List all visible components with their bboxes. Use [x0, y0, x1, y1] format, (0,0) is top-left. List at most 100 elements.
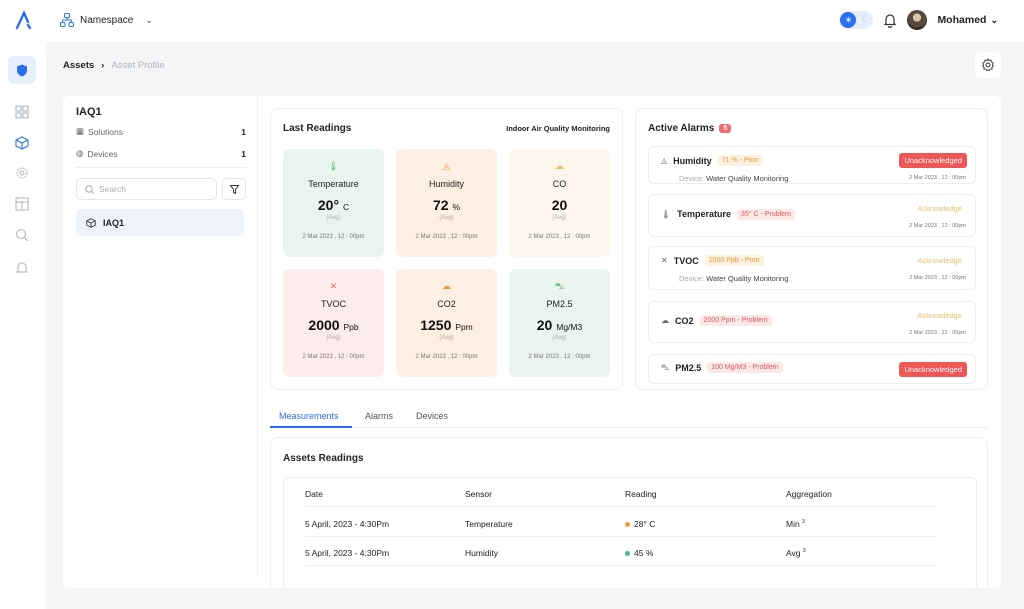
reading-name: CO2	[437, 299, 456, 309]
acknowledge-button[interactable]: Acknowledge	[912, 201, 967, 216]
alarm-sensor-name: TVOC	[673, 255, 699, 266]
cell-aggregation-value: Avg	[786, 548, 801, 558]
unacknowledged-badge[interactable]: Unacknowledged	[899, 153, 967, 168]
gear-icon	[981, 58, 995, 72]
devices-icon: ◍	[76, 148, 84, 158]
reading-aggregation: (Avg)	[552, 335, 567, 341]
solutions-count: 1	[241, 126, 246, 137]
namespace-selector[interactable]: Namespace ⌄	[60, 13, 153, 27]
cell-aggregation-value: Min	[786, 519, 800, 529]
settings-button[interactable]	[975, 52, 1001, 78]
alarm-timestamp: 2 Mar 2023 , 12 : 00pm	[909, 330, 966, 336]
alarm-item[interactable]: ✕ TVOC 1000 Ppb - Poor Device: Water Qualit…	[648, 246, 976, 290]
reading-name: CO	[552, 179, 567, 189]
reading-timestamp: 2 Mar 2023 , 12 : 00pm	[415, 234, 478, 240]
sidebar-item-assets[interactable]	[8, 56, 36, 84]
alarm-item[interactable]: ☁ CO2 2000 Ppm - Problem Acknowledge 2 Mar 2…	[648, 301, 976, 343]
table-header-row: Date Sensor Reading Aggregation	[305, 478, 937, 507]
reading-value: 20	[536, 317, 553, 333]
search-input[interactable]: Search	[76, 178, 217, 200]
chevron-down-icon: ⌄	[990, 14, 998, 25]
bell-icon[interactable]	[883, 12, 897, 28]
theme-toggle[interactable]: ☀ ☾	[839, 11, 874, 29]
solutions-label: Solutions	[88, 126, 123, 137]
table-row[interactable]: 5 April, 2023 - 4:30Pm Humidity 45 % Avg 3	[305, 537, 937, 566]
tree-item-label: IAQ1	[103, 217, 125, 228]
alarm-device-prefix: Device:	[679, 274, 705, 283]
column-header-date: Date	[305, 489, 323, 499]
unacknowledged-badge[interactable]: Unacknowledged	[899, 362, 967, 377]
devices-label: Devices	[87, 148, 118, 159]
reading-aggregation: (Avg)	[552, 215, 567, 221]
user-menu[interactable]: Mohamed ⌄	[937, 14, 998, 26]
cloud-icon: ☁	[555, 161, 564, 171]
alarm-severity-tag: 1000 Ppb - Poor	[704, 255, 764, 266]
chevron-down-icon: ⌄	[145, 14, 153, 25]
settings-cog-icon[interactable]	[15, 166, 29, 180]
devices-count: 1	[241, 148, 246, 159]
cell-sensor: Temperature	[465, 519, 513, 529]
reading-value-group: 20° C	[283, 197, 384, 213]
dashboard-icon[interactable]	[15, 105, 29, 119]
tab-devices[interactable]: Devices	[416, 411, 449, 421]
alarm-timestamp: 2 Mar 2023 , 12 : 00pm	[909, 175, 966, 181]
top-bar: Namespace ⌄ ☀ ☾ Mohamed ⌄	[0, 0, 1024, 42]
reading-timestamp: 2 Mar 2023 , 12 : 00pm	[302, 234, 365, 240]
reading-aggregation: (Avg)	[439, 335, 454, 341]
car-icon: ⛍	[554, 281, 565, 291]
chevron-right-icon: ›	[101, 60, 105, 71]
tree-item-iaq1[interactable]: IAQ1	[76, 209, 244, 236]
search-analytics-icon[interactable]	[15, 228, 29, 242]
acknowledge-button[interactable]: Acknowledge	[912, 308, 967, 323]
filter-button[interactable]	[222, 178, 246, 200]
reading-value: 20	[551, 197, 568, 213]
breadcrumb: Assets › Asset Profile	[63, 60, 165, 71]
status-dot	[625, 522, 630, 528]
tab-bar: Measurements Alarms Devices	[270, 406, 988, 428]
tab-alarms[interactable]: Alarms	[365, 411, 394, 421]
reading-value: 1250	[420, 317, 452, 333]
layout-icon[interactable]	[15, 197, 29, 211]
thermometer-icon: 🌡	[327, 161, 340, 171]
tab-measurements[interactable]: Measurements	[279, 411, 339, 421]
user-name: Mohamed	[937, 14, 987, 26]
active-alarms-card: Active Alarms 5 ◬ Humidity 71 % - Poor Devic…	[635, 108, 988, 390]
alarm-severity-tag: 35° C - Problem	[737, 208, 795, 220]
reading-tile-co: ☁ CO 20 (Avg) 2 Mar 2023 , 12 : 00pm	[509, 149, 610, 257]
cell-date: 5 April, 2023 - 4:30Pm	[305, 548, 390, 558]
moon-icon: ☾	[861, 14, 870, 24]
table-row[interactable]: 5 April, 2023 - 4:30Pm Temperature 28° C Mi…	[305, 508, 937, 537]
reading-timestamp: 2 Mar 2023 , 12 : 00pm	[302, 354, 365, 360]
reading-tile-humidity: ◬ Humidity 72 % (Avg) 2 Mar 2023 , 12 : 00pm	[396, 149, 497, 257]
active-alarms-title: Active Alarms 5	[648, 123, 732, 134]
alarm-info: ☁ CO2 2000 Ppm - Problem	[661, 315, 772, 326]
alarm-bell-icon[interactable]	[15, 260, 29, 274]
avatar[interactable]	[907, 10, 928, 30]
breadcrumb-assets-link[interactable]: Assets	[63, 60, 95, 71]
alarm-item[interactable]: ◬ Humidity 71 % - Poor Device: Water Qualit…	[648, 146, 976, 184]
cloud-icon: ☁	[442, 281, 451, 291]
reading-value: 2000	[308, 317, 340, 333]
alarm-severity-tag: 71 % - Poor	[717, 155, 763, 166]
cloud-icon: ☁	[661, 316, 669, 325]
cube-icon[interactable]	[15, 136, 29, 150]
acknowledge-button[interactable]: Acknowledge	[912, 253, 967, 268]
car-icon: ⛍	[661, 362, 670, 372]
reading-timestamp: 2 Mar 2023 , 12 : 00pm	[528, 354, 591, 360]
last-readings-card: Last Readings Indoor Air Quality Monitor…	[270, 108, 623, 390]
alarm-info: ⛍ PM2.5 100 Mg/M3 - Problem	[661, 362, 783, 373]
assets-readings-title: Assets Readings	[283, 453, 364, 464]
reading-name: Humidity	[428, 179, 464, 189]
alarm-info: 🌡 Temperature 35° C - Problem	[661, 208, 795, 220]
reading-value: 20°	[317, 197, 340, 213]
reading-value-group: 20	[509, 197, 610, 213]
alarm-sensor-name: PM2.5	[675, 362, 702, 373]
reading-unit: Ppb	[343, 322, 359, 332]
app-logo-icon[interactable]	[15, 10, 33, 30]
reading-aggregation: (Avg)	[439, 215, 454, 221]
asset-profile-panel: IAQ1 ▦ Solutions 1 ◍ Devices 1 Search IAQ1	[63, 96, 1001, 592]
alarm-item[interactable]: ⛍ PM2.5 100 Mg/M3 - Problem Unacknowledged	[648, 354, 976, 384]
reading-value-group: 2000 Ppb	[283, 317, 384, 333]
devices-row: ◍ Devices 1	[76, 148, 246, 159]
alarm-item[interactable]: 🌡 Temperature 35° C - Problem Acknowledge 2 …	[648, 194, 976, 237]
